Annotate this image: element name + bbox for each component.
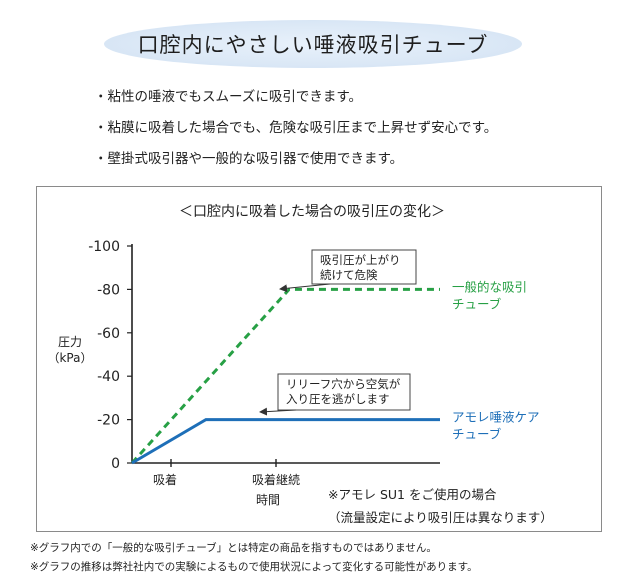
chart-title: ＜口腔内に吸着した場合の吸引圧の変化＞ (179, 203, 445, 220)
annotation-text: リリーフ穴から空気が (286, 377, 401, 391)
feature-item: ・粘膜に吸着した場合でも、危険な吸引圧まで上昇せず安心です。 (94, 120, 498, 136)
y-axis-label: 圧力 (58, 335, 82, 349)
footnote: ※グラフ内での「一般的な吸引チューブ」とは特定の商品を指すものではありません。 (30, 542, 437, 554)
y-tick-label: -80 (97, 282, 120, 298)
annotation-box (311, 249, 417, 285)
footnotes: ※グラフ内での「一般的な吸引チューブ」とは特定の商品を指すものではありません。 … (30, 540, 478, 578)
y-tick-label: -20 (97, 413, 120, 429)
condition-note: ※アモレ SU1 をご使用の場合 (328, 487, 497, 502)
page-title: 口腔内にやさしい唾液吸引チューブ (137, 33, 489, 57)
chart-frame (36, 186, 602, 532)
feature-item: ・粘性の唾液でもスムーズに吸引できます。 (94, 89, 362, 105)
x-axis-label: 時間 (256, 493, 280, 507)
x-tick-label: 吸着継続 (252, 472, 300, 487)
series-label: チューブ (452, 296, 502, 311)
series-label: チューブ (452, 427, 502, 442)
annotation-arrow (259, 407, 297, 416)
annotation-text: 吸引圧が上がり (320, 253, 401, 267)
condition-note: （流量設定により吸引圧は異なります） (328, 510, 553, 525)
footnote: ※グラフの推移は弊社社内での実験によるもので使用状況によって変化する可能性があり… (30, 561, 478, 573)
pressure-chart: ＜口腔内に吸着した場合の吸引圧の変化＞ 0 -20 -40 -60 -80 -100 圧力 （… (47, 203, 553, 525)
annotation-box (277, 373, 411, 411)
feature-item: ・壁掛式吸引器や一般的な吸引器で使用できます。 (94, 151, 404, 167)
y-tick-label: -60 (97, 326, 120, 342)
x-tick-label: 吸着 (153, 472, 177, 487)
feature-list: ・粘性の唾液でもスムーズに吸引できます。 ・粘膜に吸着した場合でも、危険な吸引圧… (94, 86, 497, 179)
y-tick-label: -100 (88, 239, 120, 255)
annotation-text: 続けて危険 (320, 268, 378, 282)
y-axis-unit: （kPa） (47, 351, 92, 365)
y-tick-label: 0 (111, 456, 120, 472)
title-oval (104, 20, 522, 68)
series-line-general (130, 287, 440, 465)
annotation-text: 入り圧を逃がします (286, 392, 390, 406)
series-line-amore (131, 418, 440, 465)
y-tick-label: -40 (97, 369, 120, 385)
series-label: アモレ唾液ケア (452, 410, 540, 425)
annotation-arrow (279, 283, 331, 293)
series-label: 一般的な吸引 (452, 279, 527, 294)
